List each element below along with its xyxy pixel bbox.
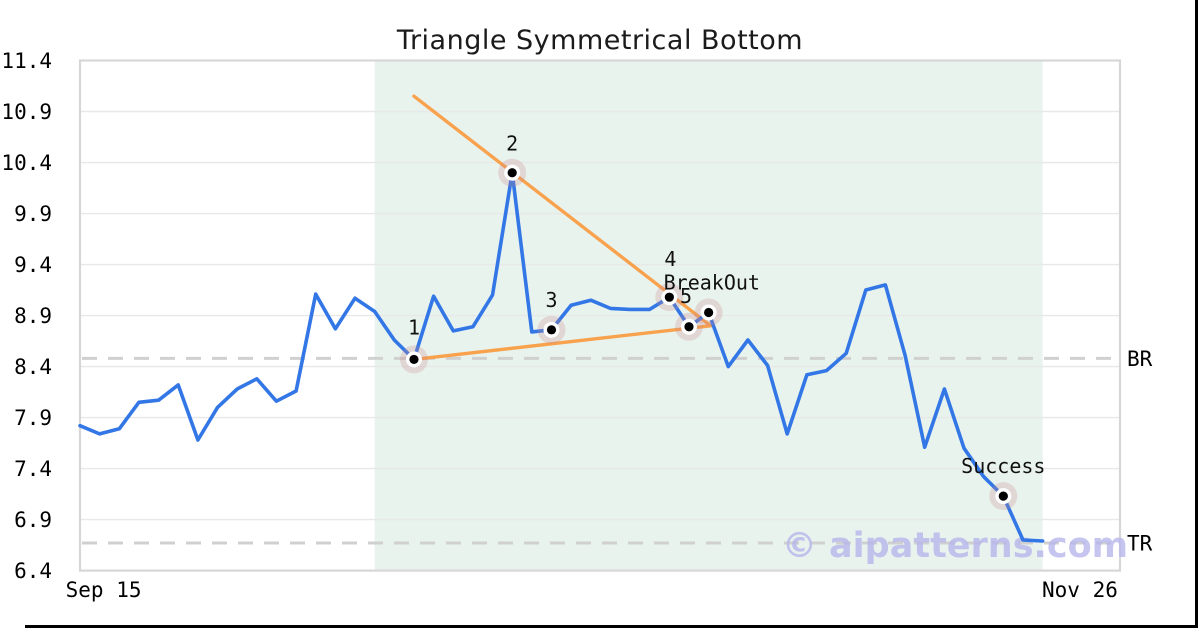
y-tick-label: 11.4 [1, 49, 52, 73]
y-tick-label: 10.9 [1, 100, 52, 124]
marker-label-breakout: BreakOut [664, 270, 760, 294]
marker-dot-breakout [704, 307, 714, 318]
marker-label-success: Success [961, 454, 1045, 478]
marker-dot-1 [409, 354, 419, 365]
price-line [78, 170, 1045, 543]
support-line [412, 324, 713, 362]
marker-label-5: 5 [680, 284, 692, 308]
frame-border-right [1195, 0, 1198, 628]
x-tick-label: Nov 26 [1042, 578, 1118, 602]
chart-title: Triangle Symmetrical Bottom [396, 25, 804, 56]
marker-dot-3 [546, 325, 557, 335]
marker-label-3: 3 [545, 288, 557, 312]
y-tick-label: 9.9 [14, 202, 52, 226]
frame-border-bottom [25, 625, 1198, 628]
marker-label-4: 4 [664, 247, 676, 271]
marker-dot-success [998, 491, 1008, 501]
y-tick-label: 7.9 [14, 406, 52, 430]
resistance-line [412, 94, 713, 328]
y-tick-label: 7.4 [14, 457, 52, 481]
y-tick-label: 6.9 [14, 508, 52, 532]
y-tick-label: 9.4 [14, 253, 52, 277]
y-tick-label: 8.9 [14, 304, 52, 328]
y-tick-label: 6.4 [14, 559, 52, 583]
marker-label-2: 2 [506, 132, 518, 156]
marker-dot-2 [507, 168, 517, 178]
x-tick-label: Sep 15 [66, 578, 142, 602]
watermark: © aipatterns.com [782, 526, 1128, 566]
level-label-br: BR [1127, 347, 1153, 371]
level-label-tr: TR [1127, 532, 1153, 556]
marker-dot-4 [664, 292, 674, 302]
marker-dot-5 [684, 322, 694, 332]
y-tick-label: 10.4 [1, 151, 52, 175]
marker-label-1: 1 [408, 315, 420, 339]
plot-border [78, 59, 1122, 572]
y-tick-label: 8.4 [14, 355, 52, 379]
